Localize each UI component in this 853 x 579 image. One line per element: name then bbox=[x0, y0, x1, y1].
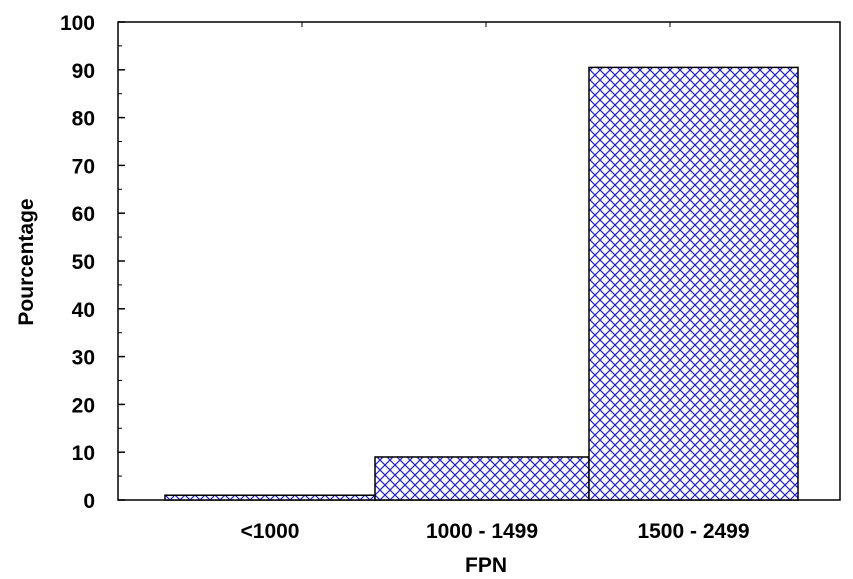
bars-group bbox=[164, 66, 799, 501]
y-tick-label: 20 bbox=[72, 394, 95, 417]
y-tick-label: 30 bbox=[72, 347, 95, 370]
bar-1 bbox=[164, 494, 376, 501]
y-tick-label: 70 bbox=[72, 155, 95, 178]
y-axis: 0 10 20 30 40 50 60 70 80 90 100 bbox=[60, 12, 671, 513]
bar-2 bbox=[374, 456, 590, 501]
x-axis-title: FPN bbox=[465, 554, 507, 577]
y-tick-label: 10 bbox=[72, 442, 95, 465]
y-tick-label: 60 bbox=[72, 203, 95, 226]
y-tick-label: 100 bbox=[60, 12, 95, 35]
x-axis: <1000 1000 - 1499 1500 - 2499 bbox=[241, 520, 750, 543]
y-tick-label: 90 bbox=[72, 60, 95, 83]
x-tick-label: 1000 - 1499 bbox=[426, 520, 538, 543]
x-tick-label: 1500 - 2499 bbox=[637, 520, 749, 543]
x-tick-label: <1000 bbox=[241, 520, 300, 543]
y-tick-label: 40 bbox=[72, 299, 95, 322]
y-tick-label: 50 bbox=[72, 251, 95, 274]
y-tick-label: 0 bbox=[83, 490, 95, 513]
y-axis-title: Pourcentage bbox=[15, 198, 38, 325]
bar-3 bbox=[588, 66, 799, 501]
y-tick-label: 80 bbox=[72, 108, 95, 131]
